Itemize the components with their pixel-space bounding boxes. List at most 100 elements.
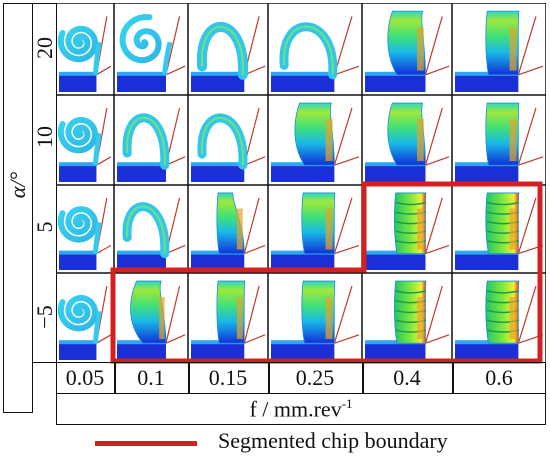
chip-body xyxy=(387,10,426,76)
sim-cell-r0-c2 xyxy=(191,16,266,92)
chip-spiral xyxy=(119,13,162,64)
chip-tail xyxy=(162,41,173,75)
sim-cell-r1-c4 xyxy=(365,102,450,182)
simulation-grid xyxy=(56,3,546,363)
tool-rake-face xyxy=(424,107,443,166)
shear-zone-hot xyxy=(417,27,424,71)
shear-zone-hot xyxy=(236,297,243,339)
chip-tail xyxy=(92,132,103,166)
tool-flank-face xyxy=(244,244,266,255)
legend: Segmented chip boundary xyxy=(95,428,545,458)
workpiece xyxy=(117,74,166,92)
x-axis-label-frame xyxy=(56,393,546,425)
workpiece-surface xyxy=(117,250,166,255)
y-axis-label: α/° xyxy=(5,171,30,199)
tool-rake-face xyxy=(333,107,353,166)
tool-flank-face xyxy=(244,156,266,166)
col-label-divider xyxy=(452,362,454,394)
col-label-0_4: 0.4 xyxy=(393,365,421,390)
workpiece-surface xyxy=(59,340,97,345)
workpiece-surface xyxy=(117,71,166,76)
workpiece xyxy=(191,165,245,182)
workpiece xyxy=(455,343,519,360)
sim-cell-r0-c3 xyxy=(271,16,360,92)
tool-flank-face xyxy=(425,65,450,76)
sim-cell-r1-c2 xyxy=(191,107,266,182)
workpiece xyxy=(271,74,335,92)
sim-cell-r3-c5 xyxy=(455,280,544,360)
workpiece xyxy=(59,343,97,360)
workpiece xyxy=(455,253,519,270)
col-label-divider xyxy=(188,362,190,394)
tool-rake-face xyxy=(424,197,443,254)
row-label-20: 20 xyxy=(32,37,57,59)
shear-zone-hot xyxy=(509,27,517,71)
workpiece xyxy=(365,343,426,360)
chip-spiral xyxy=(57,25,99,63)
sim-cell-r2-c5 xyxy=(455,192,544,270)
tool-rake-face xyxy=(243,285,260,344)
workpiece-surface xyxy=(365,162,426,167)
x-axis-label: f / mm.rev-1 xyxy=(56,396,546,422)
workpiece xyxy=(59,253,97,270)
sim-cell-r1-c1 xyxy=(117,107,186,182)
shear-zone-hot xyxy=(159,297,165,339)
shear-zone-hot xyxy=(325,119,333,161)
row-label-minus5: −5 xyxy=(32,305,57,329)
shear-zone-hot xyxy=(325,297,333,339)
chip-curl xyxy=(122,202,170,259)
tool-flank-face xyxy=(334,65,360,76)
workpiece xyxy=(365,74,426,92)
workpiece-surface xyxy=(365,71,426,76)
sim-cell-r0-c0 xyxy=(57,16,112,92)
simulation-grid-svg xyxy=(56,3,546,363)
chip-spiral xyxy=(57,117,99,154)
workpiece xyxy=(365,253,426,270)
chip-curl-core xyxy=(126,116,166,166)
tool-flank-face xyxy=(96,334,112,344)
sim-cell-r3-c2 xyxy=(191,280,266,360)
tool-rake-face xyxy=(424,285,443,344)
tool-rake-face xyxy=(333,285,353,344)
legend-swatch xyxy=(95,441,197,446)
workpiece xyxy=(117,165,166,182)
shear-zone-hot xyxy=(417,297,424,339)
workpiece xyxy=(271,343,335,360)
tool-flank-face xyxy=(96,244,112,255)
shear-zone-hot xyxy=(325,208,333,250)
tool-flank-face xyxy=(165,65,186,76)
workpiece-surface xyxy=(191,71,245,76)
workpiece xyxy=(455,165,519,182)
chip-tail xyxy=(92,41,103,75)
tool-flank-face xyxy=(518,244,544,255)
shear-zone-hot xyxy=(417,208,424,250)
workpiece-surface xyxy=(59,162,97,167)
col-label-divider xyxy=(114,362,116,394)
col-label-0_1: 0.1 xyxy=(137,365,165,390)
workpiece-surface xyxy=(455,71,519,76)
col-label-0_15: 0.15 xyxy=(208,365,248,390)
workpiece xyxy=(117,253,166,270)
sim-cell-r0-c1 xyxy=(117,13,186,92)
chip-curl-core xyxy=(283,25,334,75)
row-label-10: 10 xyxy=(32,126,57,148)
row-label-5: 5 xyxy=(32,221,57,233)
sim-cell-r2-c1 xyxy=(117,197,186,270)
tool-rake-face xyxy=(517,197,537,254)
y-axis-label-frame xyxy=(3,3,33,413)
tool-flank-face xyxy=(425,334,450,344)
tool-flank-face xyxy=(518,65,544,76)
tool-flank-face xyxy=(334,244,360,255)
tool-rake-face xyxy=(517,285,537,344)
sim-cell-r2-c3 xyxy=(271,192,360,270)
workpiece-surface xyxy=(271,71,335,76)
tool-flank-face xyxy=(518,156,544,166)
col-label-divider xyxy=(362,362,364,394)
tool-rake-face xyxy=(165,16,181,75)
chip-body xyxy=(294,102,335,166)
chip-tail xyxy=(92,221,103,254)
workpiece xyxy=(271,253,335,270)
col-label-0_05: 0.05 xyxy=(65,365,105,390)
workpiece xyxy=(191,74,245,92)
chip-curl-core xyxy=(201,25,244,75)
